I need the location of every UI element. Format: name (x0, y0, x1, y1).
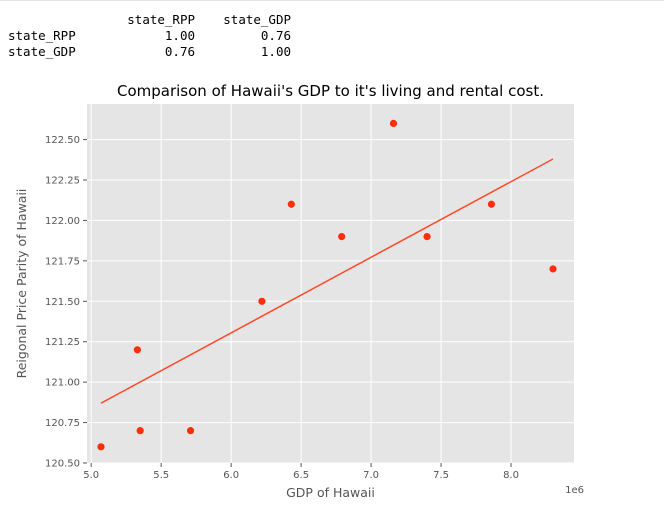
data-point (549, 265, 557, 273)
x-axis-label: GDP of Hawaii (286, 485, 375, 500)
data-point (136, 427, 144, 435)
data-point (338, 233, 346, 241)
x-axis-ticks: 5.0 5.5 6.0 6.5 7.0 7.5 8.0 (83, 463, 519, 481)
correlation-row: state_RPP 1.00 0.76 (8, 28, 291, 44)
correlation-value: 1.00 (164, 28, 195, 43)
x-tick-label: 5.5 (153, 470, 169, 481)
column-header: state_GDP (223, 12, 291, 27)
x-tick-label: 8.0 (503, 470, 519, 481)
data-point (186, 427, 195, 435)
chart-title: Comparison of Hawaii's GDP to it's livin… (117, 82, 544, 100)
data-points (97, 119, 557, 451)
correlation-row: state_GDP 0.76 1.00 (8, 44, 291, 60)
correlation-value: 1.00 (260, 44, 291, 59)
data-point (423, 233, 431, 241)
grid-lines (87, 104, 574, 464)
x-tick-label: 7.5 (433, 470, 449, 481)
data-point (389, 119, 398, 128)
x-tick-label: 6.0 (223, 470, 239, 481)
regression-line-group (100, 158, 554, 404)
x-tick-label: 7.0 (363, 470, 379, 481)
y-tick-label: 121.00 (45, 378, 80, 389)
x-axis-offset-label: 1e6 (565, 485, 584, 496)
y-tick-label: 122.50 (45, 135, 80, 146)
data-point (487, 200, 496, 208)
y-axis-ticks: 120.50 120.75 121.00 121.25 121.50 121.75 122.… (45, 135, 87, 470)
x-tick-label: 5.0 (83, 470, 99, 481)
y-axis-label: Reigonal Price Parity of Hawaii (14, 189, 29, 379)
correlation-table: state_RPP state_GDP state_RPP 1.00 0.76 … (8, 12, 291, 60)
plot-area (87, 104, 574, 463)
row-header: state_RPP (8, 28, 76, 43)
data-point (97, 443, 105, 451)
x-tick-label: 6.5 (293, 470, 309, 481)
regression-line (100, 158, 554, 404)
correlation-value: 0.76 (260, 28, 291, 43)
correlation-header-row: state_RPP state_GDP (8, 12, 291, 28)
y-tick-label: 121.75 (45, 256, 80, 267)
y-tick-label: 121.50 (45, 297, 80, 308)
y-tick-label: 120.75 (45, 418, 80, 429)
data-point (287, 200, 295, 208)
y-tick-label: 120.50 (45, 459, 80, 470)
y-tick-label: 121.25 (45, 337, 80, 348)
row-header: state_GDP (8, 44, 76, 59)
cell-separator (0, 0, 664, 1)
data-point (258, 297, 266, 305)
correlation-value: 0.76 (164, 44, 195, 59)
column-header: state_RPP (127, 12, 195, 27)
y-tick-label: 122.00 (45, 216, 80, 227)
data-point (133, 346, 141, 354)
y-tick-label: 122.25 (45, 176, 80, 187)
